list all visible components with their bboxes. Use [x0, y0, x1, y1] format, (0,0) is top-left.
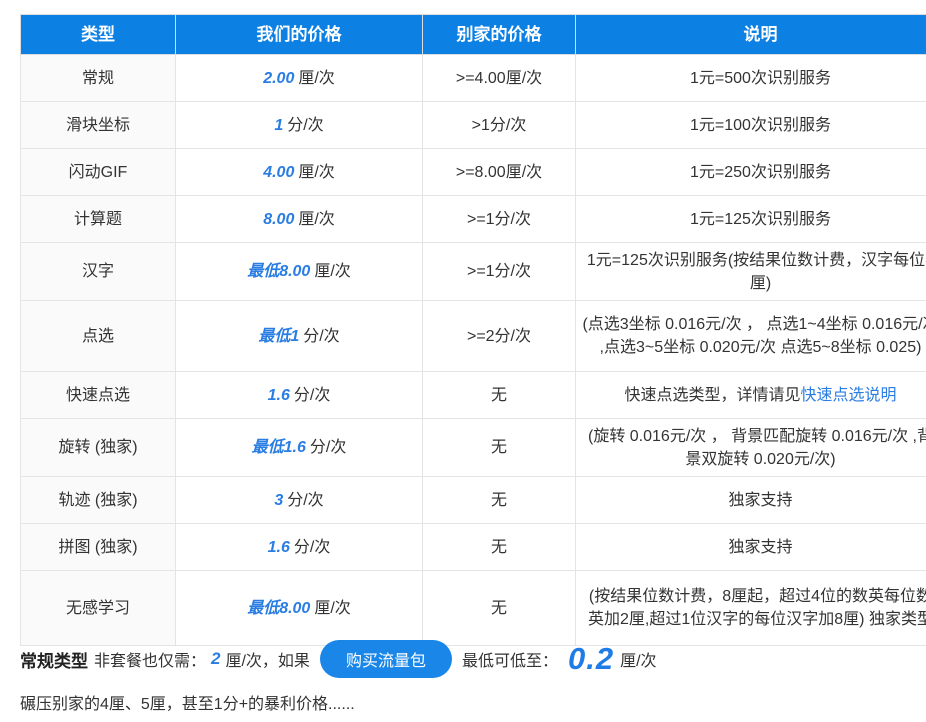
type-cell: 拼图 (独家)	[20, 523, 176, 571]
header-desc: 说明	[575, 14, 926, 55]
table-row: 常规 2.00 厘/次 >=4.00厘/次 1元=500次识别服务	[20, 54, 926, 102]
price-number: 4.00	[263, 163, 295, 181]
desc-cell: 1元=125次识别服务(按结果位数计费，汉字每位8厘)	[575, 242, 926, 301]
desc-cell: 1元=100次识别服务	[575, 101, 926, 149]
desc-cell: 1元=250次识别服务	[575, 148, 926, 196]
promo-text-3: 最低可低至：	[461, 653, 558, 670]
our-price-cell: 2.00 厘/次	[175, 54, 423, 102]
their-price-cell: 无	[422, 570, 576, 646]
table-row: 汉字 最低8.00 厘/次 >=1分/次 1元=125次识别服务(按结果位数计费，…	[20, 242, 926, 301]
our-price-cell: 1.6 分/次	[175, 523, 423, 571]
type-cell: 闪动GIF	[20, 148, 176, 196]
price-number: 1.6	[267, 538, 290, 556]
price-unit: 分/次	[293, 538, 331, 556]
price-number: 最低1.6	[251, 439, 306, 456]
their-price-cell: >=8.00厘/次	[422, 148, 576, 196]
desc-cell: 独家支持	[575, 476, 926, 524]
our-price-cell: 3 分/次	[175, 476, 423, 524]
quick-click-detail-link[interactable]: 快速点选说明	[800, 386, 897, 404]
header-our-price: 我们的价格	[175, 14, 423, 55]
our-price-cell: 最低8.00 厘/次	[175, 242, 423, 301]
table-row: 拼图 (独家) 1.6 分/次 无 独家支持	[20, 523, 926, 571]
table-row: 闪动GIF 4.00 厘/次 >=8.00厘/次 1元=250次识别服务	[20, 148, 926, 196]
our-price-cell: 4.00 厘/次	[175, 148, 423, 196]
table-row: 旋转 (独家) 最低1.6 分/次 无 (旋转 0.016元/次 ， 背景匹配旋转…	[20, 418, 926, 477]
footer-promo: 常规类型 非套餐也仅需： 2 厘/次，如果 购买流量包 最低可低至： 0.2 厘…	[20, 640, 900, 714]
type-cell: 无感学习	[20, 570, 176, 646]
type-cell: 旋转 (独家)	[20, 418, 176, 477]
table-row: 滑块坐标 1 分/次 >1分/次 1元=100次识别服务	[20, 101, 926, 149]
type-cell: 计算题	[20, 195, 176, 243]
our-price-cell: 1.6 分/次	[175, 371, 423, 419]
table-row: 快速点选 1.6 分/次 无 快速点选类型，详情请见快速点选说明	[20, 371, 926, 419]
our-price-cell: 最低8.00 厘/次	[175, 570, 423, 646]
their-price-cell: >=4.00厘/次	[422, 54, 576, 102]
header-type: 类型	[20, 14, 176, 55]
header-their-price: 别家的价格	[422, 14, 576, 55]
desc-cell: (点选3坐标 0.016元/次 ， 点选1~4坐标 0.016元/次 ,点选3~…	[575, 300, 926, 372]
table-row: 无感学习 最低8.00 厘/次 无 (按结果位数计费，8厘起，超过4位的数英每位数…	[20, 570, 926, 646]
promo-price-big: 0.2	[567, 641, 615, 676]
promo-line2: 碾压别家的4厘、5厘，甚至1分+的暴利价格......	[20, 696, 355, 713]
price-number: 最低8.00	[247, 263, 311, 280]
their-price-cell: >=1分/次	[422, 242, 576, 301]
promo-text-2: 厘/次，如果	[225, 653, 310, 670]
their-price-cell: 无	[422, 371, 576, 419]
price-unit: 厘/次	[298, 163, 335, 181]
promo-text-4: 厘/次	[620, 653, 657, 670]
table-row: 轨迹 (独家) 3 分/次 无 独家支持	[20, 476, 926, 524]
type-cell: 轨迹 (独家)	[20, 476, 176, 524]
price-number: 1.6	[267, 386, 290, 404]
desc-cell: 1元=125次识别服务	[575, 195, 926, 243]
pricing-table: 类型 我们的价格 别家的价格 说明 常规 2.00 厘/次 >=4.00厘/次 1…	[20, 14, 926, 646]
price-number: 最低8.00	[247, 599, 311, 617]
table-row: 点选 最低1 分/次 >=2分/次 (点选3坐标 0.016元/次 ， 点选1~4…	[20, 300, 926, 372]
our-price-cell: 8.00 厘/次	[175, 195, 423, 243]
desc-cell: 1元=500次识别服务	[575, 54, 926, 102]
their-price-cell: >=2分/次	[422, 300, 576, 372]
our-price-cell: 最低1.6 分/次	[175, 418, 423, 477]
price-number: 2.00	[263, 69, 295, 87]
desc-text: 快速点选类型，详情请见	[624, 386, 801, 404]
our-price-cell: 最低1 分/次	[175, 300, 423, 372]
desc-cell: (旋转 0.016元/次 ， 背景匹配旋转 0.016元/次 ,背景双旋转 0.…	[575, 418, 926, 477]
price-unit: 厘/次	[314, 263, 351, 280]
their-price-cell: >=1分/次	[422, 195, 576, 243]
promo-line: 常规类型 非套餐也仅需： 2 厘/次，如果 购买流量包 最低可低至： 0.2 厘…	[20, 640, 900, 678]
desc-cell: (按结果位数计费，8厘起，超过4位的数英每位数英加2厘,超过1位汉字的每位汉字加…	[575, 570, 926, 646]
promo-text-1: 非套餐也仅需：	[94, 653, 207, 670]
price-number: 3	[274, 491, 284, 509]
type-cell: 点选	[20, 300, 176, 372]
promo-price-small: 2	[211, 649, 221, 668]
price-number: 8.00	[263, 210, 295, 228]
type-cell: 滑块坐标	[20, 101, 176, 149]
price-unit: 分/次	[287, 116, 324, 134]
desc-cell: 独家支持	[575, 523, 926, 571]
their-price-cell: >1分/次	[422, 101, 576, 149]
price-unit: 分/次	[287, 491, 324, 509]
price-number: 最低1	[258, 327, 300, 345]
type-cell: 常规	[20, 54, 176, 102]
type-cell: 汉字	[20, 242, 176, 301]
table-row: 计算题 8.00 厘/次 >=1分/次 1元=125次识别服务	[20, 195, 926, 243]
desc-cell: 快速点选类型，详情请见快速点选说明	[575, 371, 926, 419]
buy-traffic-package-button[interactable]: 购买流量包	[319, 640, 452, 678]
our-price-cell: 1 分/次	[175, 101, 423, 149]
type-cell: 快速点选	[20, 371, 176, 419]
price-unit: 厘/次	[298, 69, 335, 87]
price-unit: 分/次	[309, 439, 347, 456]
price-unit: 厘/次	[314, 599, 351, 617]
promo-bold-label: 常规类型	[20, 651, 88, 671]
price-unit: 分/次	[303, 327, 340, 345]
table-header-row: 类型 我们的价格 别家的价格 说明	[20, 14, 926, 55]
price-unit: 厘/次	[298, 210, 335, 228]
price-number: 1	[274, 116, 284, 134]
their-price-cell: 无	[422, 476, 576, 524]
price-unit: 分/次	[293, 386, 331, 404]
their-price-cell: 无	[422, 523, 576, 571]
their-price-cell: 无	[422, 418, 576, 477]
